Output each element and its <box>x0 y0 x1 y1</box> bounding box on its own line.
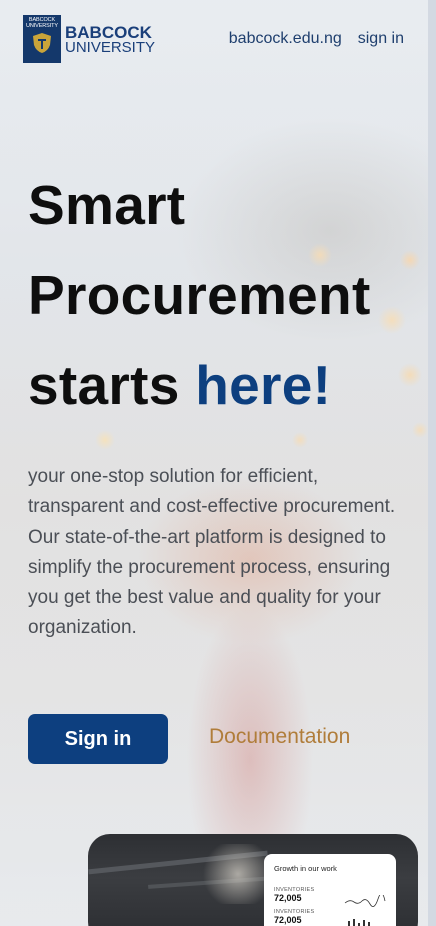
bar-chart-icon <box>348 919 370 926</box>
stat-value: 72,005 <box>274 893 302 903</box>
growth-stats-card: Growth in our work INVENTORIES 72,005 IN… <box>264 854 396 926</box>
sign-in-button[interactable]: Sign in <box>28 714 168 764</box>
babcock-logo[interactable]: BABCOCK UNIVERSITY BABCOCK UNIVERSITY <box>23 15 155 63</box>
nav-website-link[interactable]: babcock.edu.ng <box>228 30 342 47</box>
stat-label: INVENTORIES <box>274 909 315 915</box>
stat-value: 72,005 <box>274 915 302 925</box>
hero-title-line-3: starts <box>28 354 180 416</box>
logo-line-1: BABCOCK <box>65 22 152 42</box>
sparkline-icon <box>344 895 386 907</box>
stat-label: INVENTORIES <box>274 887 315 893</box>
preview-image: Growth in our work INVENTORIES 72,005 IN… <box>88 834 418 926</box>
hero-title: Smart Procurement starts here! <box>28 160 418 430</box>
logo-wordmark: BABCOCK UNIVERSITY <box>65 24 155 55</box>
shield-icon <box>33 33 51 53</box>
stat-row: 72,005 <box>274 915 386 926</box>
stats-card-title: Growth in our work <box>274 864 337 873</box>
hero-title-line-2: Procurement <box>28 264 371 326</box>
hero-title-accent: here! <box>195 354 332 416</box>
nav-sign-in-link[interactable]: sign in <box>357 30 404 47</box>
scrollbar-track[interactable] <box>428 0 436 926</box>
stat-row: 72,005 <box>274 893 386 909</box>
university-crest-icon: BABCOCK UNIVERSITY <box>23 15 61 63</box>
logo-line-2: UNIVERSITY <box>65 38 156 56</box>
site-header: BABCOCK UNIVERSITY BABCOCK UNIVERSITY ba… <box>23 14 404 64</box>
documentation-link[interactable]: Documentation <box>209 725 351 748</box>
top-nav: babcock.edu.ng sign in <box>229 30 404 48</box>
crest-text: BABCOCK UNIVERSITY <box>25 17 58 29</box>
hero-description: your one-stop solution for efficient, tr… <box>28 466 396 639</box>
hero-title-line-1: Smart <box>28 174 186 236</box>
